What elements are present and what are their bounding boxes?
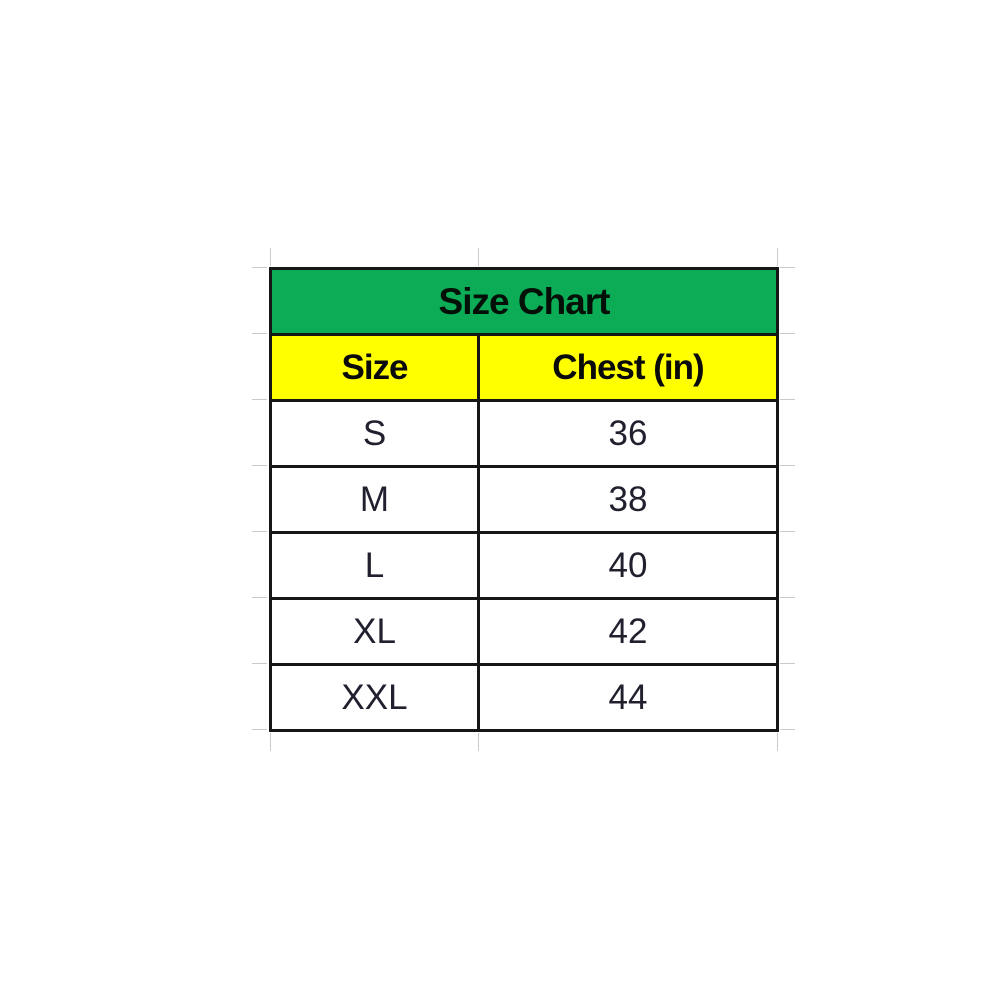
gridline-stub <box>780 729 795 730</box>
table-header-row: Size Chest (in) <box>269 333 779 402</box>
gridline-stub <box>780 267 795 268</box>
gridline-stub <box>252 597 267 598</box>
chest-cell: 40 <box>477 531 779 600</box>
gridline-stub <box>252 465 267 466</box>
table-row: S 36 <box>269 399 779 468</box>
gridline-stub <box>780 333 795 334</box>
gridline-stub <box>252 267 267 268</box>
gridline-stub <box>777 248 778 266</box>
column-header-chest: Chest (in) <box>477 333 779 402</box>
column-header-size: Size <box>269 333 480 402</box>
table-row: L 40 <box>269 531 779 600</box>
table-row: XL 42 <box>269 597 779 666</box>
gridline-stub <box>270 733 271 751</box>
chest-cell: 44 <box>477 663 779 732</box>
gridline-stub <box>252 663 267 664</box>
gridline-stub <box>270 248 271 266</box>
size-cell: M <box>269 465 480 534</box>
gridline-stub <box>780 597 795 598</box>
gridline-stub <box>478 248 479 266</box>
gridline-stub <box>252 531 267 532</box>
gridline-stub <box>777 733 778 751</box>
table-title: Size Chart <box>269 267 779 336</box>
table-row: M 38 <box>269 465 779 534</box>
chest-cell: 38 <box>477 465 779 534</box>
gridline-stub <box>780 465 795 466</box>
gridline-stub <box>252 729 267 730</box>
gridline-stub <box>780 399 795 400</box>
gridline-stub <box>780 663 795 664</box>
gridline-stub <box>252 399 267 400</box>
size-cell: L <box>269 531 480 600</box>
gridline-stub <box>478 733 479 751</box>
gridline-stub <box>780 531 795 532</box>
table-row: XXL 44 <box>269 663 779 732</box>
table-title-row: Size Chart <box>269 267 779 336</box>
size-cell: XL <box>269 597 480 666</box>
size-chart-table: Size Chart Size Chest (in) S 36 M 38 L 40 XL 42… <box>269 267 779 732</box>
size-cell: XXL <box>269 663 480 732</box>
size-cell: S <box>269 399 480 468</box>
chest-cell: 36 <box>477 399 779 468</box>
gridline-stub <box>252 333 267 334</box>
chest-cell: 42 <box>477 597 779 666</box>
table-body: S 36 M 38 L 40 XL 42 XXL 44 <box>269 399 779 732</box>
